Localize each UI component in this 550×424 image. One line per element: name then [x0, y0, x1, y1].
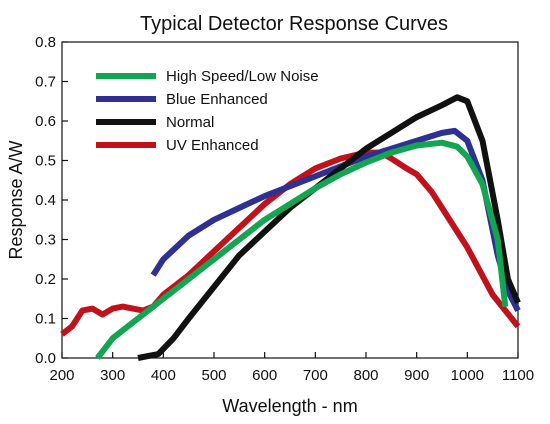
- x-tick-label: 800: [353, 367, 378, 384]
- x-tick-label: 400: [151, 367, 176, 384]
- legend-label-3: UV Enhanced: [166, 137, 259, 154]
- series-line-0: [95, 139, 509, 360]
- legend-label-0: High Speed/Low Noise: [166, 68, 319, 85]
- y-tick-label: 0.2: [35, 271, 56, 288]
- x-tick-label: 200: [49, 367, 74, 384]
- y-tick-label: 0.4: [35, 192, 56, 209]
- y-tick-label: 0.0: [35, 350, 56, 367]
- series-line-2: [137, 94, 521, 361]
- y-tick-label: 0.6: [35, 113, 56, 130]
- legend-label-2: Normal: [166, 114, 214, 131]
- x-axis-label: Wavelength - nm: [222, 396, 357, 416]
- x-tick-label: 300: [100, 367, 125, 384]
- x-tick-label: 700: [303, 367, 328, 384]
- y-tick-label: 0.7: [35, 74, 56, 91]
- chart-title: Typical Detector Response Curves: [140, 13, 448, 35]
- x-tick-label: 500: [201, 367, 226, 384]
- x-tick-label: 900: [404, 367, 429, 384]
- y-axis-label: Response A/W: [6, 140, 26, 259]
- y-tick-label: 0.8: [35, 34, 56, 51]
- series-layer: [60, 94, 521, 361]
- x-tick-label: 1000: [451, 367, 484, 384]
- y-tick-label: 0.5: [35, 153, 56, 170]
- series-line-3: [60, 149, 521, 337]
- x-tick-label: 1100: [502, 367, 534, 384]
- legend-label-1: Blue Enhanced: [166, 91, 268, 108]
- axes: 200 300 400 500 600 700 800 900 1000 1100 0.0 0.1 0.…: [35, 34, 534, 384]
- legend: High Speed/Low Noise Blue Enhanced Normal U…: [96, 68, 319, 154]
- y-tick-label: 0.1: [35, 311, 56, 328]
- y-tick-label: 0.3: [35, 232, 56, 249]
- x-tick-label: 600: [252, 367, 277, 384]
